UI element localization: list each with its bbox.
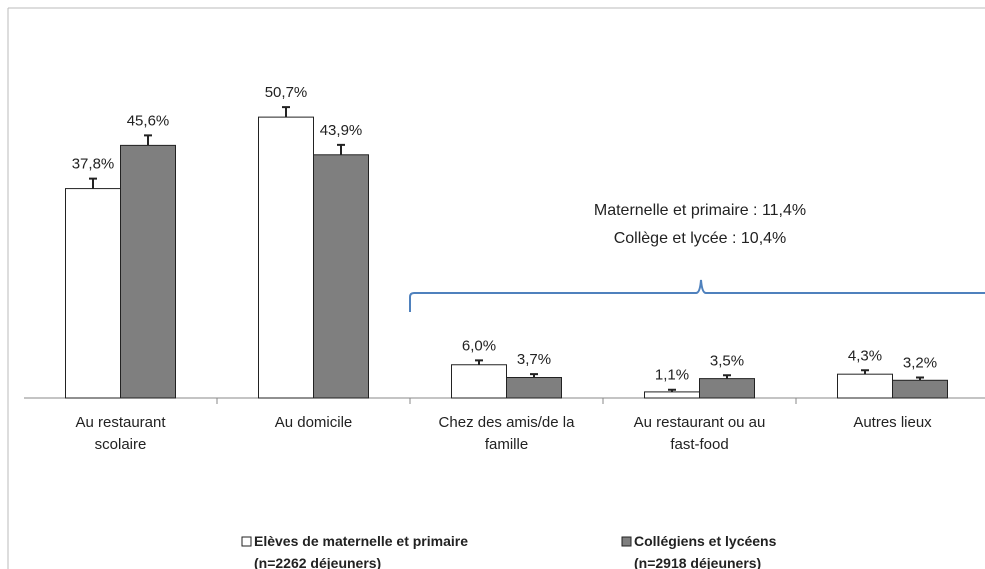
error-bar (916, 376, 924, 381)
value-label: 1,1% (655, 367, 689, 384)
annotation: Collège et lycée : 10,4% (613, 230, 787, 247)
value-label: 3,5% (710, 352, 744, 369)
error-bar (144, 134, 152, 146)
value-label: 43,9% (320, 122, 363, 139)
error-bar (89, 177, 97, 189)
error-bar (861, 369, 869, 375)
brace (409, 279, 985, 312)
value-label: 3,2% (903, 354, 937, 371)
annotation: Maternelle et primaire : 11,4% (593, 202, 807, 219)
value-label: 6,0% (462, 337, 496, 354)
x-tick-label: Au restaurant scolaire (75, 414, 166, 453)
value-label: 4,3% (848, 347, 882, 364)
bar (313, 154, 369, 399)
error-bar (723, 374, 731, 379)
value-label: 45,6% (127, 112, 170, 129)
value-label: 37,8% (72, 156, 115, 173)
bar (837, 373, 893, 399)
bar (699, 378, 755, 399)
legend-label: Elèves de maternelle et primaire (n=2262… (254, 533, 468, 569)
x-tick-label: Au restaurant ou au fast-food (633, 414, 766, 453)
bar (506, 377, 562, 399)
bar (644, 391, 700, 399)
value-label: 50,7% (265, 84, 308, 101)
x-tick-label: Au domicile (274, 414, 353, 431)
bar (892, 379, 948, 399)
bar (258, 116, 314, 399)
legend-swatch (241, 536, 252, 547)
legend-label: Collégiens et lycéens (n=2918 déjeuners) (634, 533, 777, 569)
bar (120, 144, 176, 399)
bar (451, 364, 507, 399)
x-tick-label: Chez des amis/de la famille (438, 414, 575, 453)
x-tick-label: Autres lieux (853, 414, 932, 431)
error-bar (475, 359, 483, 365)
error-bar (337, 143, 345, 155)
error-bar (282, 106, 290, 118)
error-bar (668, 388, 676, 392)
legend-swatch (621, 536, 632, 547)
value-label: 3,7% (517, 351, 551, 368)
bar (65, 188, 121, 399)
error-bar (530, 373, 538, 378)
